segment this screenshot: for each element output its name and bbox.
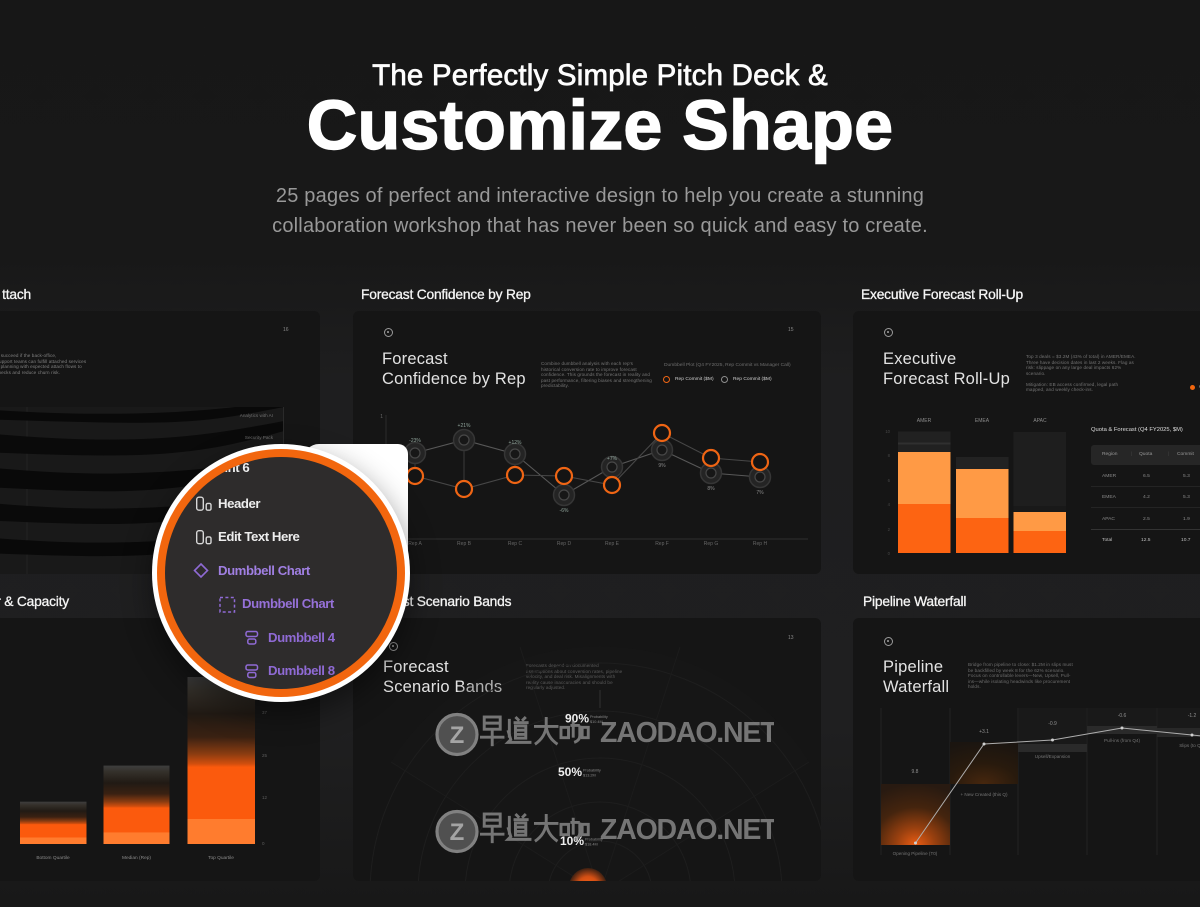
svg-text:Pull-ins (from Q4): Pull-ins (from Q4) bbox=[1104, 738, 1140, 743]
svg-text:25: 25 bbox=[262, 753, 268, 758]
svg-text:+12%: +12% bbox=[509, 440, 522, 446]
svg-text:Probability: Probability bbox=[583, 769, 601, 773]
svg-text:0: 0 bbox=[888, 551, 891, 556]
svg-text:$18.4M: $18.4M bbox=[585, 843, 598, 847]
svg-text:4: 4 bbox=[888, 502, 891, 507]
svg-text:50%: 50% bbox=[558, 765, 582, 779]
svg-text:12: 12 bbox=[262, 795, 268, 800]
svg-text:9%: 9% bbox=[658, 463, 666, 469]
svg-text:$10.4M: $10.4M bbox=[590, 720, 603, 724]
svg-text:1: 1 bbox=[380, 414, 383, 420]
svg-text:90%: 90% bbox=[565, 712, 589, 726]
svg-text:Rep C: Rep C bbox=[508, 541, 523, 547]
svg-text:Rep G: Rep G bbox=[704, 541, 719, 547]
svg-text:37: 37 bbox=[262, 710, 268, 715]
svg-text:-6%: -6% bbox=[560, 508, 569, 514]
svg-text:Median (Rep): Median (Rep) bbox=[122, 855, 151, 861]
svg-text:8: 8 bbox=[888, 453, 891, 458]
svg-text:Rep H: Rep H bbox=[753, 541, 768, 547]
svg-text:8%: 8% bbox=[707, 486, 715, 492]
svg-text:0: 0 bbox=[262, 841, 265, 846]
svg-text:Rep B: Rep B bbox=[457, 541, 472, 547]
svg-text:Bottom Quartile: Bottom Quartile bbox=[36, 855, 70, 861]
svg-text:Upsell/Expansion: Upsell/Expansion bbox=[1035, 754, 1071, 759]
svg-text:APAC: APAC bbox=[1033, 418, 1047, 424]
svg-text:Opening Pipeline (T0): Opening Pipeline (T0) bbox=[893, 851, 938, 856]
svg-text:7%: 7% bbox=[756, 490, 764, 496]
svg-text:+3.1: +3.1 bbox=[979, 729, 989, 735]
svg-text:AMER: AMER bbox=[917, 418, 932, 424]
svg-text:-1.2: -1.2 bbox=[1188, 713, 1197, 719]
svg-text:Top Quartile: Top Quartile bbox=[208, 855, 234, 861]
svg-text:+7%: +7% bbox=[607, 456, 618, 462]
svg-text:10: 10 bbox=[885, 429, 890, 434]
svg-text:2: 2 bbox=[888, 527, 891, 532]
svg-text:Rep F: Rep F bbox=[655, 541, 669, 547]
svg-text:-0.9: -0.9 bbox=[1048, 721, 1057, 727]
svg-text:+ New Created (this Q): + New Created (this Q) bbox=[960, 792, 1008, 797]
svg-text:-23%: -23% bbox=[409, 438, 421, 444]
svg-text:Rep D: Rep D bbox=[557, 541, 572, 547]
svg-text:Slips (to Q1): Slips (to Q1) bbox=[1179, 743, 1200, 748]
svg-text:Rep E: Rep E bbox=[605, 541, 620, 547]
svg-text:-0.6: -0.6 bbox=[1118, 713, 1127, 719]
svg-text:6: 6 bbox=[888, 478, 891, 483]
svg-text:Rep A: Rep A bbox=[408, 541, 422, 547]
svg-text:9.8: 9.8 bbox=[912, 769, 919, 775]
svg-text:$13.2M: $13.2M bbox=[583, 774, 596, 778]
svg-text:EMEA: EMEA bbox=[975, 418, 990, 424]
svg-text:+21%: +21% bbox=[458, 423, 471, 429]
svg-text:Probability: Probability bbox=[585, 838, 603, 842]
svg-text:Probability: Probability bbox=[590, 715, 608, 719]
